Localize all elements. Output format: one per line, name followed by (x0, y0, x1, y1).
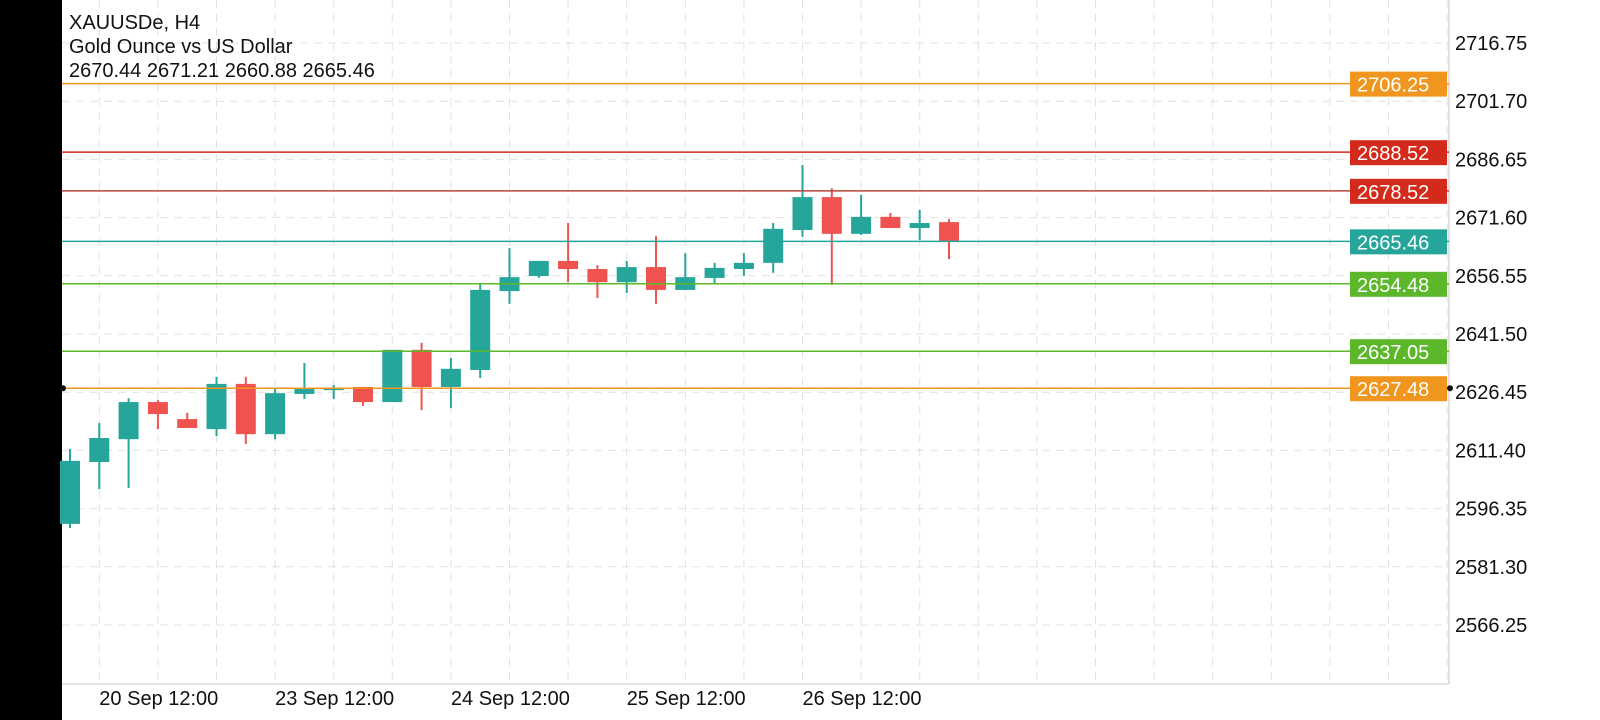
price-level-label: 2688.52 (1357, 143, 1429, 165)
symbol-timeframe: XAUUSDe, H4 (69, 12, 201, 34)
candle-body (60, 460, 80, 524)
price-level-label: 2627.48 (1357, 379, 1429, 401)
y-tick-label: 2641.50 (1455, 324, 1527, 346)
y-tick-label: 2566.25 (1455, 615, 1527, 637)
price-level-badge (1350, 229, 1447, 255)
candle-body (587, 269, 608, 283)
candle-body (939, 222, 959, 242)
y-tick-label: 2716.75 (1455, 33, 1527, 55)
y-tick-label: 2656.55 (1455, 266, 1527, 288)
level-handle-left (60, 385, 66, 392)
candle-body (909, 223, 930, 229)
y-tick-label: 2611.40 (1455, 440, 1526, 462)
level-handle-right (1447, 385, 1453, 392)
x-tick-label: 26 Sep 12:00 (803, 688, 922, 710)
y-tick-label: 2701.70 (1455, 91, 1527, 113)
x-tick-label: 20 Sep 12:00 (99, 688, 218, 710)
candle-body (323, 388, 344, 391)
candle-body (558, 260, 579, 270)
x-tick-label: 25 Sep 12:00 (627, 688, 746, 710)
candle-body (147, 402, 168, 415)
candle-body (440, 368, 461, 387)
candle-body (646, 267, 666, 290)
price-level-label: 2678.52 (1357, 182, 1429, 204)
candle-body (294, 388, 315, 394)
price-level-badge (1350, 376, 1447, 402)
left-edge-bar (0, 0, 62, 720)
candle-body (792, 197, 813, 230)
candle-body (616, 267, 637, 283)
price-level-badge (1350, 140, 1447, 166)
y-tick-label: 2686.65 (1455, 149, 1527, 171)
price-level-badge (1350, 339, 1447, 365)
price-level-badge (1350, 271, 1447, 297)
candle-body (206, 383, 227, 430)
candle-body (528, 260, 549, 276)
price-level-badge (1350, 71, 1447, 97)
price-level-label: 2665.46 (1357, 232, 1429, 254)
x-tick-label: 23 Sep 12:00 (275, 688, 394, 710)
candle-body (118, 402, 139, 440)
price-level-label: 2654.48 (1357, 275, 1429, 297)
candle-body (89, 438, 110, 463)
candle-body (851, 216, 872, 234)
candle-body (411, 349, 432, 387)
candle-body (353, 386, 373, 403)
candle-body (733, 262, 754, 270)
price-level-badge (1350, 178, 1447, 204)
candle-body (763, 228, 784, 263)
candle-body (704, 267, 725, 278)
x-tick-label: 24 Sep 12:00 (451, 688, 570, 710)
candle-body (235, 383, 256, 435)
price-level-label: 2637.05 (1357, 342, 1429, 364)
candle-body (265, 393, 286, 435)
candle-body (821, 197, 842, 234)
candle-body (880, 216, 901, 229)
candle-body (177, 419, 198, 428)
y-tick-label: 2671.60 (1455, 208, 1527, 230)
ohlc-readout: 2670.44 2671.21 2660.88 2665.46 (69, 60, 375, 82)
candle-body (382, 349, 403, 403)
symbol-description: Gold Ounce vs US Dollar (69, 36, 293, 58)
y-tick-label: 2581.30 (1455, 557, 1527, 579)
y-tick-label: 2596.35 (1455, 499, 1527, 521)
candle-body (470, 289, 491, 370)
price-level-label: 2706.25 (1357, 75, 1429, 97)
y-tick-label: 2626.45 (1455, 382, 1527, 404)
